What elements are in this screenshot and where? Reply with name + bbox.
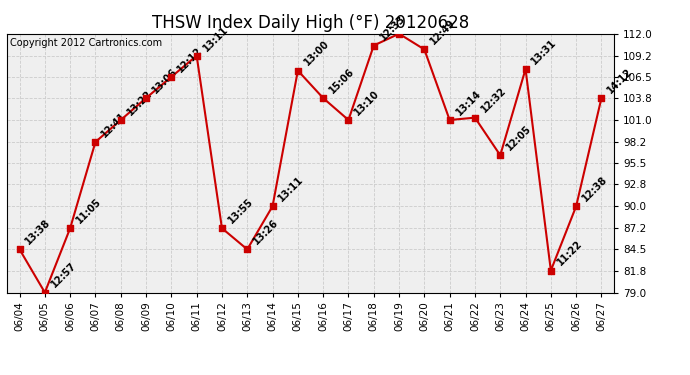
Point xyxy=(571,203,582,209)
Text: 12:05: 12:05 xyxy=(504,123,533,153)
Point xyxy=(14,246,25,252)
Text: 13:00: 13:00 xyxy=(302,39,331,68)
Point xyxy=(469,115,480,121)
Text: 13:31: 13:31 xyxy=(530,37,559,66)
Text: 12:33: 12:33 xyxy=(378,14,407,43)
Text: 14:12: 14:12 xyxy=(606,66,635,95)
Text: 11:22: 11:22 xyxy=(555,239,584,268)
Text: 15:06: 15:06 xyxy=(327,66,356,95)
Point xyxy=(90,139,101,145)
Point xyxy=(343,117,354,123)
Point xyxy=(368,42,380,48)
Text: 13:10: 13:10 xyxy=(353,88,382,117)
Text: 13:26: 13:26 xyxy=(251,217,280,247)
Title: THSW Index Daily High (°F) 20120628: THSW Index Daily High (°F) 20120628 xyxy=(152,14,469,32)
Point xyxy=(115,117,126,123)
Point xyxy=(545,267,556,273)
Point xyxy=(166,74,177,80)
Text: 13:22: 13:22 xyxy=(125,88,154,117)
Point xyxy=(217,225,228,231)
Text: 12:57: 12:57 xyxy=(49,261,78,290)
Text: 13:06: 13:06 xyxy=(150,66,179,95)
Text: 13:11: 13:11 xyxy=(201,24,230,53)
Text: 13:14: 13:14 xyxy=(454,88,483,117)
Text: 11:05: 11:05 xyxy=(75,196,104,225)
Point xyxy=(141,95,152,101)
Point xyxy=(191,53,202,59)
Point xyxy=(495,152,506,158)
Point xyxy=(596,95,607,101)
Text: 12:32: 12:32 xyxy=(479,86,508,115)
Point xyxy=(293,68,304,74)
Point xyxy=(65,225,76,231)
Point xyxy=(317,95,328,101)
Point xyxy=(39,290,50,296)
Point xyxy=(241,246,253,252)
Text: 12:41: 12:41 xyxy=(99,110,128,139)
Point xyxy=(267,203,278,209)
Text: 12:12: 12:12 xyxy=(175,45,204,74)
Text: 12:49: 12:49 xyxy=(428,18,457,46)
Point xyxy=(520,66,531,72)
Point xyxy=(419,46,430,53)
Point xyxy=(444,117,455,123)
Point xyxy=(393,31,404,37)
Text: 13:38: 13:38 xyxy=(23,217,53,247)
Text: 12:38: 12:38 xyxy=(580,174,609,204)
Text: 13:55: 13:55 xyxy=(226,196,255,225)
Text: Copyright 2012 Cartronics.com: Copyright 2012 Cartronics.com xyxy=(10,38,162,48)
Text: 13:11: 13:11 xyxy=(277,174,306,204)
